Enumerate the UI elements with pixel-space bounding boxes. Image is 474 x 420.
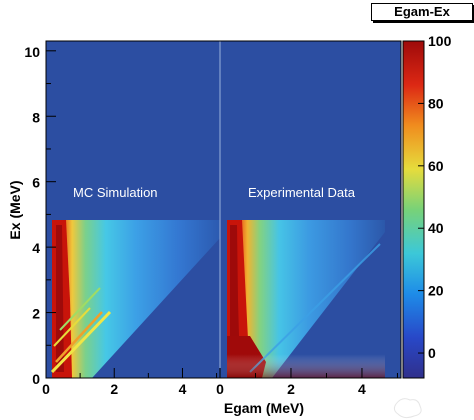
x-tick-label-1-4: 4 <box>358 381 366 397</box>
mc-diagonal-ridge-4 <box>59 287 101 331</box>
y-tick-label-6: 6 <box>32 175 40 191</box>
colorbar-tick-label-40: 40 <box>428 220 444 236</box>
exp-bottom-shade <box>227 220 385 378</box>
y-tick-label-4: 4 <box>32 240 40 256</box>
x-tick-label-1-0: 0 <box>216 381 224 397</box>
colorbar-tick-label-20: 20 <box>428 283 444 299</box>
x-tick-label-1-2: 2 <box>287 381 295 397</box>
mc-diagonal-ridge-1 <box>50 310 112 374</box>
histogram-title-box: Egam-Ex <box>371 3 473 21</box>
colorbar <box>402 40 425 379</box>
colorbar-tick-label-80: 80 <box>428 95 444 111</box>
corner-artifact <box>393 398 422 419</box>
mc-hot-core <box>56 225 64 372</box>
plot-frame <box>45 40 402 379</box>
x-axis-right: 0 2 4 <box>216 368 398 397</box>
x-tick-label-0-2: 2 <box>110 381 118 397</box>
y-tick-label-8: 8 <box>32 109 40 125</box>
mc-simulation-label: MC Simulation <box>73 185 158 200</box>
y-tick-label-2: 2 <box>32 306 40 322</box>
colorbar-tick-label-60: 60 <box>428 158 444 174</box>
colorbar-tick-label-100: 100 <box>428 33 452 49</box>
y-tick-label-0: 0 <box>32 371 40 387</box>
x-axis-left: 0 2 4 <box>42 368 218 397</box>
colorbar-ticks: 0 20 40 60 80 100 <box>418 33 452 361</box>
histogram-title: Egam-Ex <box>394 4 450 19</box>
x-tick-label-0-4: 4 <box>179 381 187 397</box>
experimental-heatmap <box>227 220 385 378</box>
y-tick-label-10: 10 <box>24 44 40 60</box>
mc-heatmap-body <box>52 220 220 378</box>
mc-diagonal-ridge-2 <box>55 311 103 363</box>
x-axis-label: Egam (MeV) <box>224 400 304 416</box>
mc-diagonal-ridge-3 <box>53 307 91 347</box>
x-tick-label-0-0: 0 <box>42 381 50 397</box>
experimental-data-label: Experimental Data <box>248 185 356 200</box>
y-axis: 0 2 4 6 8 10 <box>24 44 56 387</box>
colorbar-tick-label-0: 0 <box>428 345 436 361</box>
y-axis-label: Ex (MeV) <box>7 180 23 239</box>
mc-heatmap <box>50 220 220 378</box>
